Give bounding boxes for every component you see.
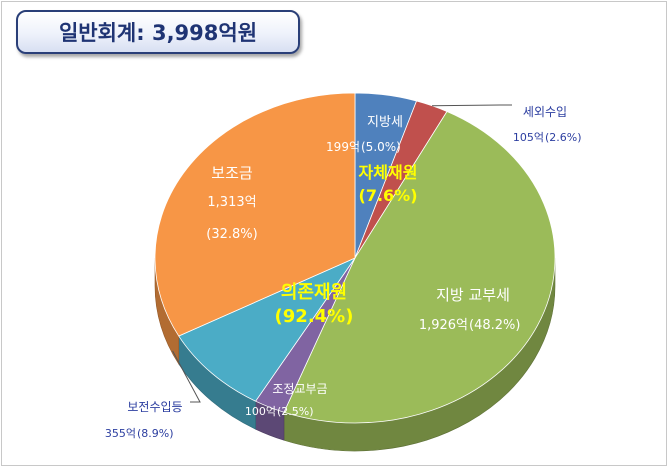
slice-percent: (2.6%) (545, 131, 582, 144)
pie-slice (154, 92, 356, 337)
group-percent: (7.6%) (359, 186, 418, 205)
pie-tops (154, 92, 556, 424)
slice-percent: (48.2%) (469, 318, 520, 333)
pie-slice (283, 110, 556, 424)
slice-amount: 105억 (513, 131, 544, 144)
pie-slice (178, 257, 357, 402)
group-percent: (92.4%) (275, 306, 354, 327)
slice-amount: 100억 (245, 405, 276, 418)
leader-lines (172, 104, 512, 403)
slice-amount: 1,926억 (419, 318, 468, 333)
label-jojeong-gyobugeum: 조정교부금 100억 (2.5%) (245, 382, 328, 418)
slice-amount: 355억 (105, 427, 136, 440)
group-label-uijon: 의존재원 (92.4%) (275, 282, 354, 327)
group-label: 의존재원 (281, 282, 347, 303)
slice-percent: (2.5%) (277, 405, 314, 418)
label-jibang-gyobuse: 지방 교부세 1,926억 (48.2%) (419, 286, 521, 333)
slice-label: 조정교부금 (272, 382, 327, 396)
slice-percent: (5.0%) (361, 140, 401, 154)
slice-label: 보전수입등 (127, 400, 182, 414)
leader-line (172, 350, 201, 403)
slice-percent: (32.8%) (206, 227, 257, 242)
group-label: 자체재원 (359, 163, 418, 182)
pie-depth (154, 257, 556, 452)
slice-label: 지방세 (367, 115, 403, 130)
label-jibangse: 지방세 199억 (5.0%) (326, 115, 403, 154)
slice-label: 세외수입 (523, 105, 567, 119)
chart-title: 일반회계: 3,998억원 (16, 10, 300, 54)
label-bojogeum: 보조금 1,313억 (32.8%) (206, 164, 257, 242)
slice-amount: 199억 (326, 140, 360, 154)
label-bojeon-suipdeung: 보전수입등 355억 (8.9%) (105, 400, 183, 440)
slice-amount: 1,313억 (207, 195, 256, 210)
group-label-jache: 자체재원 (7.6%) (359, 163, 418, 205)
label-sewoesuip: 세외수입 105억 (2.6%) (513, 105, 582, 144)
leader-line (432, 104, 512, 107)
slice-label: 보조금 (211, 164, 253, 182)
slice-label: 지방 교부세 (436, 286, 510, 304)
slice-percent: (8.9%) (137, 427, 174, 440)
